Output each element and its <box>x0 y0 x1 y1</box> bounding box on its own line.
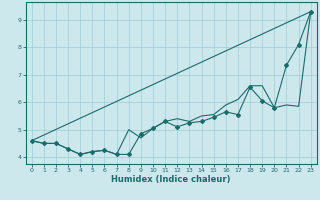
X-axis label: Humidex (Indice chaleur): Humidex (Indice chaleur) <box>111 175 231 184</box>
